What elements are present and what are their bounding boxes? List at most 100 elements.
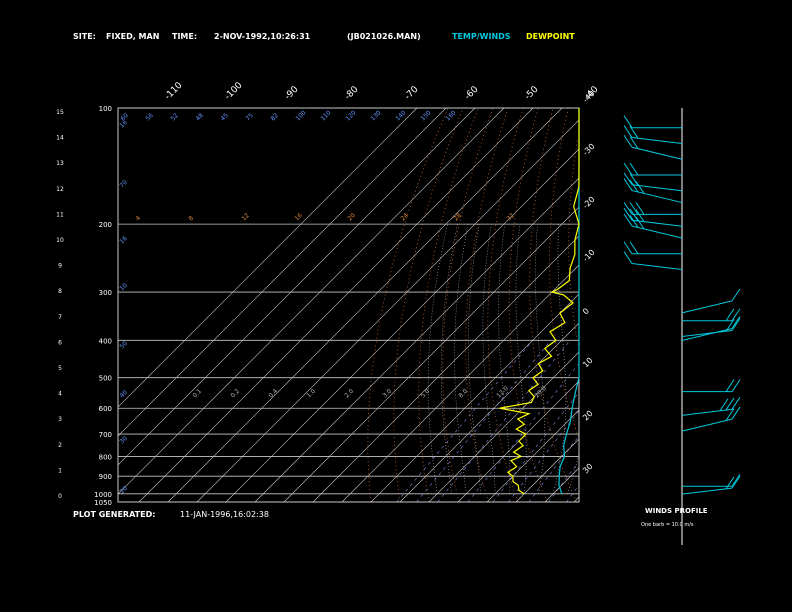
height-tick-label: 6 <box>58 339 62 346</box>
wind-barb-shaft <box>631 146 683 160</box>
mixing-ratio-line <box>467 363 580 503</box>
top-height-label: 100 <box>294 109 307 122</box>
mixing-ratio-line <box>548 462 579 503</box>
pressure-tick-label: 1050 <box>94 499 112 507</box>
moist-adiabat <box>427 224 448 494</box>
pressure-tick-label: 700 <box>99 431 112 439</box>
isotherm-top-label: -50 <box>523 84 541 102</box>
file-name: (JB021026.MAN) <box>347 32 421 41</box>
dry-adiabat <box>549 107 579 437</box>
isotherm-line <box>544 467 580 503</box>
isotherm-right-label: -30 <box>581 142 597 158</box>
height-tick-label: 13 <box>56 160 64 167</box>
top-height-label: 82 <box>269 112 279 122</box>
wind-barb-flag <box>623 172 633 186</box>
moist-adiabat <box>567 454 580 494</box>
top-height-label: 75 <box>244 112 254 122</box>
wind-barb-flag <box>731 288 741 302</box>
height-tick-label: 10 <box>56 237 64 244</box>
wind-barb-flag <box>629 208 639 222</box>
wind-barb-flag <box>731 475 741 489</box>
upper-mixing-label: 16 <box>293 212 303 222</box>
isotherm-right-label: 10 <box>581 356 595 370</box>
mid-mixing-label: 8.0 <box>457 388 469 400</box>
mid-mixing-label: 20.0 <box>533 385 548 400</box>
height-tick-label: 11 <box>56 211 64 218</box>
mixing-ratio-line <box>396 340 534 503</box>
pressure-tick-label: 400 <box>99 337 112 345</box>
isotherm-line <box>196 119 580 503</box>
mid-mixing-label: 5.0 <box>419 388 431 400</box>
left-edge-label: 10 <box>118 282 128 292</box>
wind-barb-flag <box>635 202 645 215</box>
dry-adiabat <box>418 107 479 503</box>
dewpoint-line <box>499 108 580 495</box>
height-tick-label: 9 <box>58 263 62 270</box>
winds-profile-note: One barb = 10.0 m/s <box>641 522 694 528</box>
wind-barb-flag <box>629 241 639 255</box>
plot-generated-value: 11-JAN-1996,16:02:38 <box>180 510 269 519</box>
upper-mixing-label: 28 <box>452 212 462 222</box>
wind-barb-flag <box>623 162 633 176</box>
top-height-label: 60 <box>119 112 129 122</box>
isotherm-line <box>117 107 476 466</box>
wind-barb-shaft <box>681 330 733 338</box>
left-edge-label: 16 <box>118 235 128 245</box>
upper-mixing-label: 8 <box>187 215 195 223</box>
isotherm-line <box>117 107 418 408</box>
pressure-tick-label: 800 <box>99 453 112 461</box>
height-tick-label: 1 <box>58 467 62 474</box>
moist-adiabat <box>552 224 567 494</box>
wind-barb-flag <box>629 136 639 149</box>
pressure-tick-label: 600 <box>99 405 112 413</box>
dewpoint-legend: DEWPOINT <box>526 32 575 41</box>
wind-barb-flag <box>623 251 633 264</box>
isotherm-top-label: -60 <box>463 84 481 102</box>
isotherm-line <box>312 235 580 503</box>
isotherm-line <box>117 107 505 495</box>
isotherm-line <box>167 107 563 503</box>
isotherm-line <box>399 322 580 503</box>
left-edge-label: 20 <box>118 485 128 495</box>
wind-barb-flag <box>623 207 633 221</box>
isotherm-right-label: -20 <box>581 195 597 211</box>
pressure-tick-label: 300 <box>99 289 112 297</box>
moist-adiabat <box>515 224 527 494</box>
isotherm-right-label: 0 <box>581 306 591 316</box>
isotherm-line <box>370 293 580 503</box>
moist-adiabat <box>535 224 545 494</box>
wind-barb-flag <box>629 125 639 139</box>
wind-barb-shaft <box>681 487 733 495</box>
height-tick-label: 4 <box>58 391 62 398</box>
isotherm-line <box>515 438 580 503</box>
wind-barb-flag <box>629 162 639 176</box>
mixing-ratio-line <box>508 410 580 503</box>
isotherm-top-label: -110 <box>163 80 185 102</box>
upper-mixing-label: 24 <box>399 212 409 222</box>
mid-mixing-label: 3.0 <box>381 388 393 400</box>
isotherm-top-label: -100 <box>223 80 245 102</box>
height-tick-label: 12 <box>56 186 64 193</box>
wind-barb-flag <box>623 134 633 148</box>
wind-barb-flag <box>731 379 741 392</box>
isotherm-line <box>341 264 580 503</box>
mid-mixing-label: 0.1 <box>191 388 203 400</box>
dry-adiabat <box>367 107 449 503</box>
temp-legend: TEMP/WINDS <box>452 32 511 41</box>
wind-barb-flag <box>731 397 741 410</box>
height-tick-label: 0 <box>58 493 62 500</box>
height-tick-label: 8 <box>58 288 62 295</box>
time-label: TIME: <box>172 32 198 41</box>
pressure-lines <box>117 107 580 503</box>
top-height-label: 120 <box>344 109 357 122</box>
left-edge-label: 40 <box>118 389 128 399</box>
wind-barb-flag <box>629 173 639 186</box>
wind-profile <box>623 108 741 545</box>
wind-barb-shaft <box>681 408 733 416</box>
wind-barb-shaft <box>631 136 683 144</box>
height-tick-label: 7 <box>58 314 62 321</box>
dry-adiabat <box>442 107 494 503</box>
dry-adiabat <box>568 138 580 349</box>
isotherm-line <box>225 148 580 503</box>
